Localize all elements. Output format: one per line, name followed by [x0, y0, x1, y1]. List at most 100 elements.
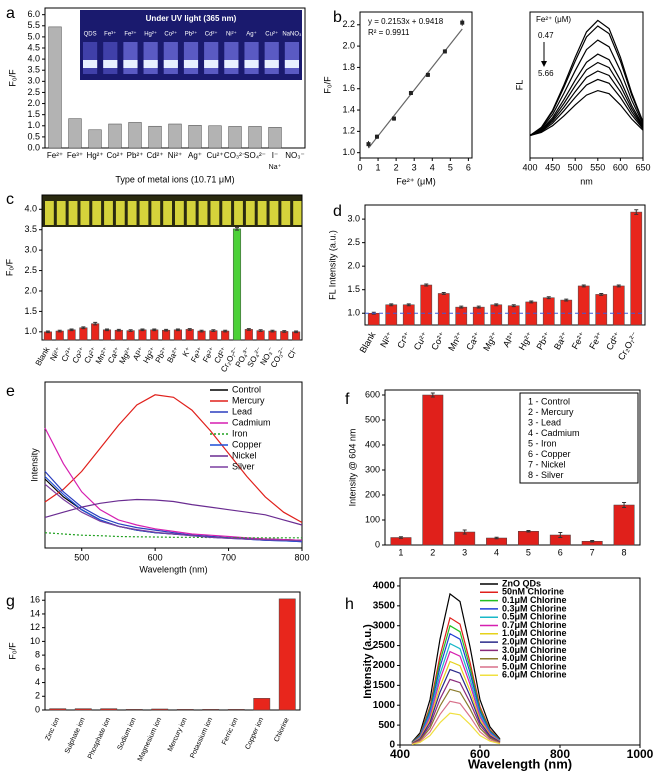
vial [293, 201, 302, 225]
x-tick-label: Mn²⁺ [446, 330, 465, 353]
y-tick-label: 2 [35, 691, 40, 701]
error-bar [223, 329, 228, 333]
bar [108, 123, 122, 149]
y-tick-label: 500 [365, 414, 380, 424]
error-bar [511, 304, 516, 308]
x-axis-label: Wavelength (nm) [468, 756, 572, 771]
y-tick-label: 0.5 [27, 131, 40, 141]
panel-label: c [6, 191, 14, 208]
vial-glow [284, 60, 299, 68]
y-tick-label: 2.0 [24, 285, 37, 295]
bar [91, 323, 100, 341]
x-tick-label: Al³⁺ [501, 330, 518, 349]
bar [278, 598, 296, 711]
y-tick-label: 600 [365, 389, 380, 399]
vial [281, 201, 291, 225]
y-axis-label: F₀/F [7, 69, 17, 87]
x-note: Na⁺ [269, 164, 282, 171]
y-tick-label: 3.5 [27, 65, 40, 75]
x-tick-label: Ferric ion [221, 717, 240, 746]
error-bar [140, 328, 145, 332]
y-tick-label: 5.0 [27, 31, 40, 41]
bar [612, 285, 625, 326]
x-tick-label: 6 [558, 547, 563, 557]
bar [202, 709, 220, 711]
legend-label: Mercury [232, 395, 265, 405]
series-line [411, 650, 501, 744]
bar [402, 304, 415, 326]
error-bar [558, 532, 563, 538]
bar [125, 709, 143, 711]
vial [269, 201, 279, 225]
y-tick-label: 4 [35, 677, 40, 687]
x-tick-label: 500 [74, 552, 89, 562]
vial [204, 42, 219, 74]
legend-label: ZnO QDs [502, 578, 541, 588]
x-tick-label: I⁻ [272, 151, 278, 160]
error-bar [211, 329, 216, 332]
error-bar [152, 328, 157, 332]
vial-glow [183, 60, 199, 68]
error-bar [529, 300, 534, 304]
error-bar [476, 305, 481, 309]
bar [420, 284, 433, 326]
inset-label: Ag⁺ [246, 31, 257, 38]
bar [227, 709, 245, 711]
error-bar [634, 209, 639, 215]
plot-frame [44, 381, 303, 549]
x-tick-label: Magnesium ion [137, 717, 163, 763]
y-tick-label: 3.0 [24, 245, 37, 255]
bar [197, 330, 206, 341]
bar [437, 293, 450, 326]
point [391, 116, 396, 121]
vial [183, 42, 199, 74]
series-line [411, 668, 501, 745]
vial-glow [224, 60, 239, 68]
vial [45, 201, 54, 225]
bar [232, 228, 242, 341]
y-tick-label: 6 [35, 663, 40, 673]
vial-glow [244, 60, 259, 68]
bar [102, 329, 112, 341]
legend-label: 6.0μM Chlorine [502, 670, 567, 680]
y-axis-label: Intensity [29, 448, 39, 482]
bar [542, 297, 555, 326]
arrow-head [541, 61, 547, 67]
vial [143, 42, 158, 74]
error-bar [424, 283, 429, 287]
y-tick-label: 10 [30, 636, 40, 646]
y-tick-label: 4.0 [27, 53, 40, 63]
error-bar [616, 284, 621, 288]
y-tick-label: 1.6 [342, 83, 355, 93]
legend-label: 50nM Chlorine [502, 587, 564, 597]
bar [150, 329, 159, 341]
bar [100, 708, 118, 711]
vial [115, 201, 125, 225]
error-bar [258, 329, 263, 332]
bar [221, 330, 230, 341]
legend-label: Silver [232, 461, 255, 471]
bar [244, 329, 253, 341]
x-tick-label: Hg²⁺ [86, 151, 103, 160]
x-tick-label: 2 [394, 162, 399, 172]
legend-label: 3.0μM Chlorine [502, 645, 567, 655]
vial-glow [123, 60, 138, 68]
vial [244, 42, 259, 74]
vial [224, 42, 239, 74]
bar [55, 330, 64, 341]
y-tick-label: 1.2 [342, 126, 355, 136]
y-tick-label: 500 [378, 720, 395, 731]
error-bar [45, 330, 50, 334]
x-axis-label: Wavelength (nm) [139, 564, 207, 574]
plot-frame [44, 591, 301, 711]
bar [253, 698, 271, 711]
y-axis-label: F₀/F [322, 76, 332, 94]
x-tick-label: Sodium ion [117, 717, 138, 752]
inset-label: Fe³⁺ [104, 31, 116, 38]
error-bar [406, 303, 411, 307]
y-axis-label: Intensity @ 604 nm [347, 429, 357, 507]
legend-label: 4 - Cadmium [528, 428, 580, 438]
x-tick-label: Fe³⁺ [67, 151, 83, 160]
x-tick-label: Zinc ion [45, 717, 62, 742]
legend-label: Lead [232, 406, 252, 416]
